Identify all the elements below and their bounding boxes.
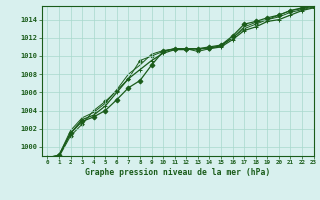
X-axis label: Graphe pression niveau de la mer (hPa): Graphe pression niveau de la mer (hPa) [85, 168, 270, 177]
